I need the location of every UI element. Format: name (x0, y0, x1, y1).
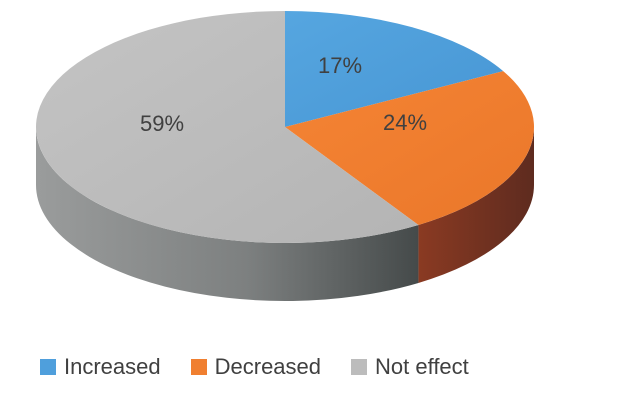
legend-label-decreased: Decreased (214, 354, 322, 379)
pie-sides (36, 127, 534, 301)
slice-side-not-effect (36, 127, 419, 301)
pie-slices (35, 11, 534, 243)
legend-swatch-not-effect (351, 359, 368, 375)
legend-item-increased: Increased (40, 354, 161, 380)
pie-labels: 17% 24% 59% (140, 53, 427, 136)
slice-not-effect (35, 11, 419, 243)
legend-item-not-effect: Not effect (351, 354, 469, 380)
slice-increased (285, 11, 504, 127)
data-label-decreased: 24% (383, 110, 427, 135)
legend-label-not-effect: Not effect (375, 354, 469, 379)
legend-swatch-increased (40, 359, 56, 375)
data-label-increased: 17% (318, 53, 362, 78)
legend-label-increased: Increased (64, 354, 161, 379)
legend-swatch-decreased (190, 359, 207, 375)
data-label-not-effect: 59% (140, 111, 184, 136)
slice-decreased (285, 71, 534, 225)
legend-item-decreased: Decreased (190, 354, 322, 380)
slice-side-decreased (418, 127, 534, 283)
legend: Increased Decreased Not effect (40, 354, 499, 380)
